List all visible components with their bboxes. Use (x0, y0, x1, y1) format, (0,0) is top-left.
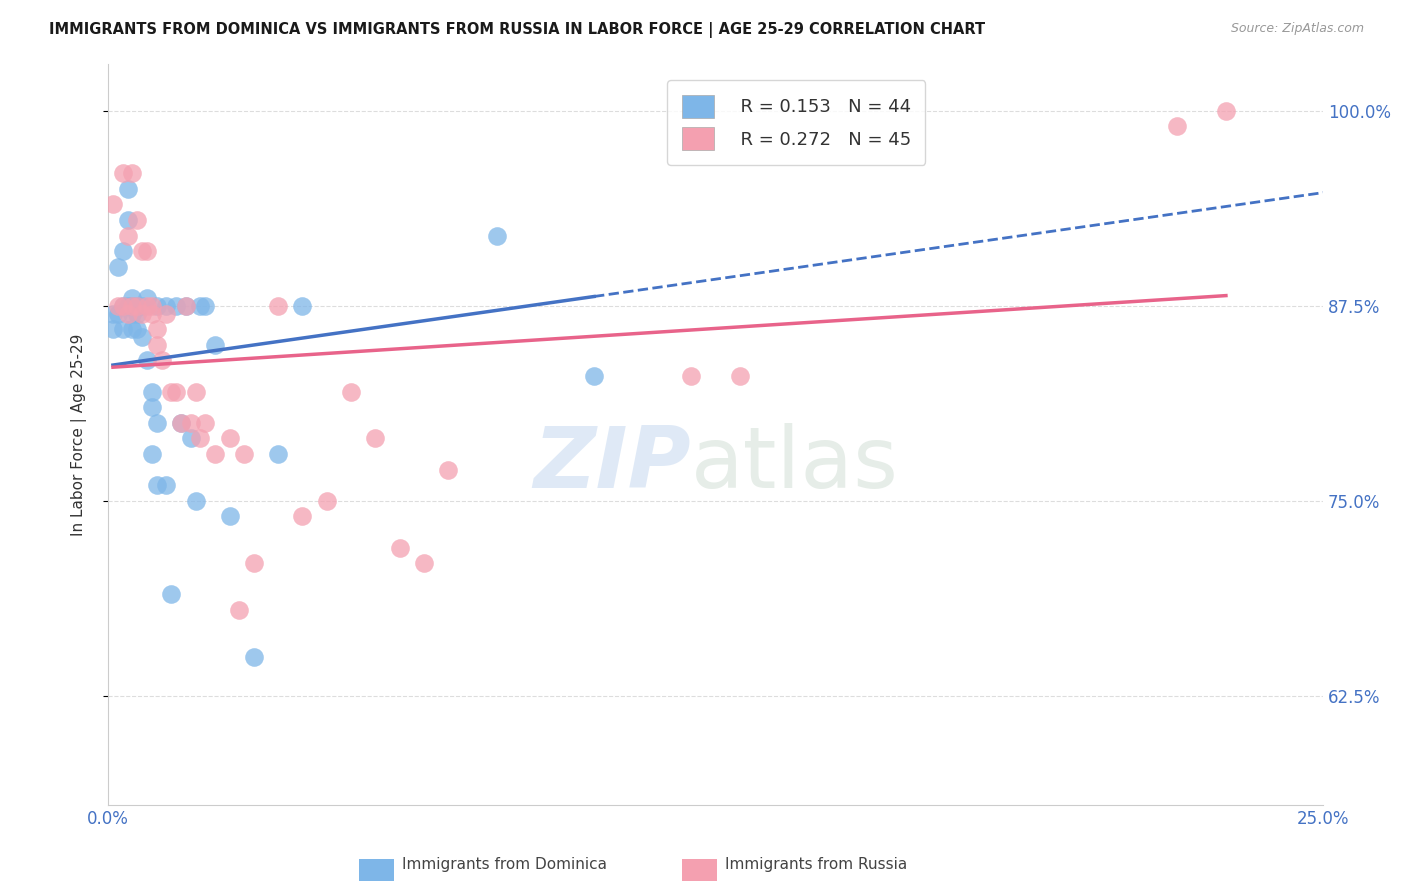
Point (145, 299, 167, 313)
Point (136, 244, 159, 259)
Point (150, 353, 173, 368)
Point (111, 322, 134, 336)
Point (101, 322, 124, 336)
Point (165, 299, 187, 313)
Point (583, 369, 606, 384)
Point (170, 416, 193, 430)
Point (145, 416, 167, 430)
Point (117, 307, 139, 321)
Point (184, 384, 207, 399)
Point (681, 369, 703, 384)
Point (180, 432, 202, 446)
Point (218, 432, 240, 446)
Point (155, 478, 177, 492)
Point (111, 244, 134, 259)
Point (101, 197, 124, 211)
Point (121, 299, 143, 313)
Point (170, 416, 193, 430)
Y-axis label: In Labor Force | Age 25-29: In Labor Force | Age 25-29 (72, 334, 87, 536)
Text: Source: ZipAtlas.com: Source: ZipAtlas.com (1230, 22, 1364, 36)
Point (121, 307, 143, 321)
Point (174, 299, 197, 313)
Point (243, 649, 266, 664)
Point (141, 401, 163, 415)
Point (136, 299, 159, 313)
Point (388, 541, 411, 555)
Text: IMMIGRANTS FROM DOMINICA VS IMMIGRANTS FROM RUSSIA IN LABOR FORCE | AGE 25-29 CO: IMMIGRANTS FROM DOMINICA VS IMMIGRANTS F… (49, 22, 986, 38)
Point (131, 307, 153, 321)
Point (204, 338, 226, 352)
Point (413, 556, 436, 570)
Point (180, 416, 202, 430)
Point (107, 307, 129, 321)
Point (437, 463, 460, 477)
Point (127, 213, 149, 227)
Point (184, 494, 207, 508)
Point (131, 244, 153, 259)
Point (117, 182, 139, 196)
Point (1215, 103, 1237, 118)
Point (121, 166, 143, 180)
Point (1166, 120, 1188, 134)
Point (111, 299, 134, 313)
Point (194, 299, 217, 313)
Point (145, 322, 167, 336)
Point (165, 384, 187, 399)
Point (485, 228, 508, 243)
Point (243, 556, 266, 570)
Point (194, 416, 217, 430)
Point (340, 384, 363, 399)
Point (728, 369, 751, 384)
Point (127, 299, 149, 313)
Point (136, 353, 159, 368)
Point (190, 299, 212, 313)
Point (127, 322, 149, 336)
Point (121, 291, 143, 305)
Point (141, 447, 163, 461)
Point (315, 494, 337, 508)
Point (155, 299, 177, 313)
Point (141, 299, 163, 313)
Text: ZIP: ZIP (534, 423, 692, 506)
Text: atlas: atlas (692, 423, 900, 506)
Point (145, 338, 167, 352)
Point (291, 299, 314, 313)
Point (291, 509, 314, 524)
Point (111, 166, 134, 180)
Point (267, 299, 290, 313)
Point (111, 299, 134, 313)
Point (121, 299, 143, 313)
Point (117, 213, 139, 227)
Point (267, 447, 290, 461)
Point (218, 509, 240, 524)
Point (141, 384, 163, 399)
Point (127, 299, 149, 313)
Point (107, 299, 129, 313)
Point (136, 291, 159, 305)
Point (131, 299, 153, 313)
Point (204, 447, 226, 461)
Point (131, 330, 153, 344)
Point (233, 447, 256, 461)
Point (127, 307, 149, 321)
Point (117, 299, 139, 313)
Point (101, 307, 124, 321)
Point (160, 587, 183, 601)
Point (145, 478, 167, 492)
Point (190, 432, 212, 446)
Point (364, 432, 387, 446)
Point (155, 307, 177, 321)
Point (121, 322, 143, 336)
Point (117, 228, 139, 243)
Legend:   R = 0.153   N = 44,   R = 0.272   N = 45: R = 0.153 N = 44, R = 0.272 N = 45 (668, 80, 925, 165)
Point (107, 260, 129, 274)
Text: Immigrants from Dominica: Immigrants from Dominica (402, 857, 607, 872)
Point (160, 384, 183, 399)
Point (141, 307, 163, 321)
Point (174, 299, 197, 313)
Point (228, 603, 250, 617)
Text: Immigrants from Russia: Immigrants from Russia (725, 857, 908, 872)
